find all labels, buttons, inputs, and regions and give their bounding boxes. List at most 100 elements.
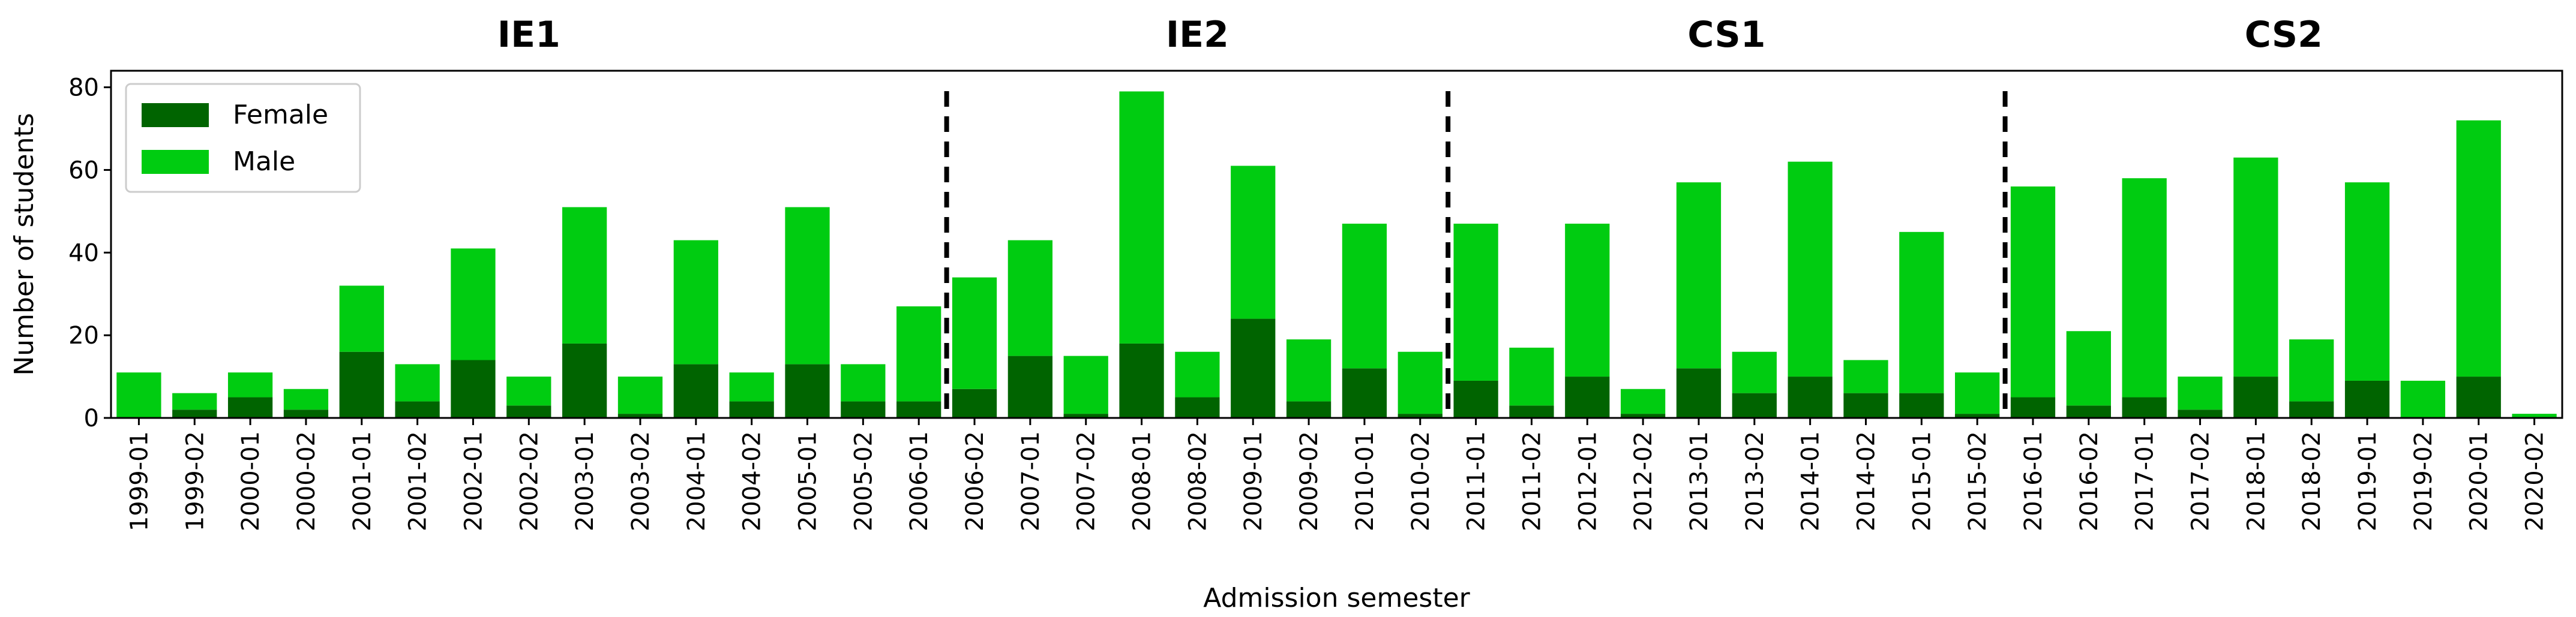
x-tick-label-2012-01: 2012-01	[1574, 431, 1602, 531]
bar-female-2004-02	[729, 401, 774, 418]
bar-male-2017-01	[2122, 178, 2167, 398]
bar-male-2005-02	[841, 364, 886, 402]
x-tick-label-2003-01: 2003-01	[571, 431, 599, 531]
x-tick-label-2019-02: 2019-02	[2410, 431, 2437, 531]
x-tick-label-2005-01: 2005-01	[794, 431, 822, 531]
bar-female-2000-01	[227, 397, 273, 418]
x-tick-label-2018-01: 2018-01	[2242, 431, 2270, 531]
y-tick-label-60: 60	[68, 156, 99, 184]
bar-male-1999-01	[116, 372, 161, 418]
bar-male-2010-02	[1398, 351, 1443, 414]
bar-male-1999-02	[172, 393, 217, 410]
bar-female-2016-02	[2066, 405, 2111, 418]
y-tick-label-40: 40	[68, 239, 99, 267]
bar-male-2001-01	[339, 285, 384, 352]
bar-female-2011-01	[1453, 380, 1498, 418]
bar-female-2019-01	[2344, 380, 2390, 418]
bar-male-2002-02	[506, 377, 551, 406]
bar-male-2020-01	[2456, 120, 2501, 377]
x-tick-label-2010-02: 2010-02	[1407, 431, 1435, 531]
bar-male-2013-01	[1676, 182, 1722, 369]
bar-male-2007-01	[1007, 240, 1053, 356]
bar-male-2008-01	[1119, 91, 1164, 344]
x-tick-label-2016-02: 2016-02	[2076, 431, 2103, 531]
legend-swatch-female	[142, 103, 209, 127]
x-tick-label-2013-02: 2013-02	[1741, 431, 1769, 531]
bar-female-2006-01	[896, 401, 941, 418]
x-tick-label-2017-02: 2017-02	[2187, 431, 2215, 531]
bar-male-2012-01	[1565, 224, 1610, 377]
x-tick-label-2008-01: 2008-01	[1129, 431, 1156, 531]
bar-female-2008-01	[1119, 343, 1164, 418]
x-tick-label-1999-02: 1999-02	[181, 431, 209, 531]
x-tick-label-2010-01: 2010-01	[1351, 431, 1379, 531]
bar-male-2012-02	[1620, 389, 1666, 414]
bar-female-2005-02	[841, 401, 886, 418]
bar-female-2017-01	[2122, 397, 2167, 418]
bar-female-2015-01	[1899, 393, 1944, 418]
bar-female-2004-01	[673, 364, 718, 418]
phase-label-cs1: CS1	[1687, 14, 1765, 56]
x-tick-label-2009-02: 2009-02	[1296, 431, 1323, 531]
x-tick-label-2006-02: 2006-02	[961, 431, 989, 531]
x-tick-label-2008-02: 2008-02	[1184, 431, 1211, 531]
bar-male-2002-01	[451, 248, 496, 360]
x-tick-label-2003-02: 2003-02	[627, 431, 655, 531]
bar-female-2001-02	[395, 401, 440, 418]
bar-male-2010-01	[1342, 224, 1387, 369]
phase-label-ie2: IE2	[1166, 14, 1229, 56]
legend-swatch-male	[142, 150, 209, 174]
bar-male-2017-02	[2178, 377, 2223, 410]
bars	[116, 91, 2557, 418]
bar-female-2003-01	[562, 343, 607, 418]
x-tick-label-2015-01: 2015-01	[1908, 431, 1936, 531]
bar-male-2016-01	[2010, 186, 2056, 398]
bar-male-2018-02	[2289, 339, 2334, 402]
x-tick-label-2015-02: 2015-02	[1964, 431, 1992, 531]
bar-male-2006-01	[896, 306, 941, 402]
bar-male-2019-01	[2344, 182, 2390, 381]
x-axis: 1999-01 1999-02 2000-01 2000-02 2001-01 2001-…	[125, 418, 2549, 531]
x-tick-label-2007-02: 2007-02	[1073, 431, 1100, 531]
plot-area-frame	[110, 70, 2563, 419]
bar-male-2004-01	[673, 240, 718, 365]
bar-female-2020-01	[2456, 377, 2501, 418]
x-tick-label-1999-01: 1999-01	[125, 431, 153, 531]
bar-female-2005-01	[785, 364, 830, 418]
bar-male-2019-02	[2400, 380, 2446, 418]
x-tick-label-2000-01: 2000-01	[237, 431, 265, 531]
phase-label-ie1: IE1	[497, 14, 560, 56]
y-axis: 0 20 40 60 80	[68, 74, 111, 432]
bar-female-2002-02	[506, 405, 551, 418]
bar-male-2007-02	[1063, 356, 1108, 414]
bar-male-2003-02	[617, 377, 663, 414]
x-axis-label: Admission semester	[1203, 583, 1470, 613]
bar-male-2006-02	[952, 277, 997, 389]
bar-female-2018-02	[2289, 401, 2334, 418]
bar-female-2002-01	[451, 360, 496, 418]
y-tick-label-20: 20	[68, 322, 99, 350]
bar-female-2007-02	[1063, 414, 1108, 418]
bar-female-2014-01	[1788, 377, 1833, 418]
bar-male-2003-01	[562, 207, 607, 344]
x-tick-label-2020-01: 2020-01	[2466, 431, 2493, 531]
x-tick-label-2004-02: 2004-02	[739, 431, 766, 531]
bar-male-2008-02	[1175, 351, 1220, 398]
phase-label-cs2: CS2	[2245, 14, 2323, 56]
bar-male-2014-01	[1788, 161, 1833, 377]
bar-female-2014-02	[1843, 393, 1888, 418]
y-axis-label: Number of students	[9, 113, 40, 375]
x-tick-label-2002-01: 2002-01	[460, 431, 487, 531]
bar-female-2013-02	[1732, 393, 1777, 418]
legend: Female Male	[125, 83, 361, 193]
bar-male-2015-02	[1955, 372, 2000, 414]
bar-female-1999-02	[172, 410, 217, 418]
bar-male-2015-01	[1899, 231, 1944, 393]
bar-female-2009-01	[1231, 318, 1276, 418]
bar-female-2011-02	[1509, 405, 1554, 418]
x-tick-label-2000-02: 2000-02	[293, 431, 320, 531]
x-tick-label-2014-02: 2014-02	[1852, 431, 1880, 531]
bar-female-2016-01	[2010, 397, 2056, 418]
bar-female-2007-01	[1007, 356, 1053, 418]
phase-dividers	[944, 91, 2008, 418]
